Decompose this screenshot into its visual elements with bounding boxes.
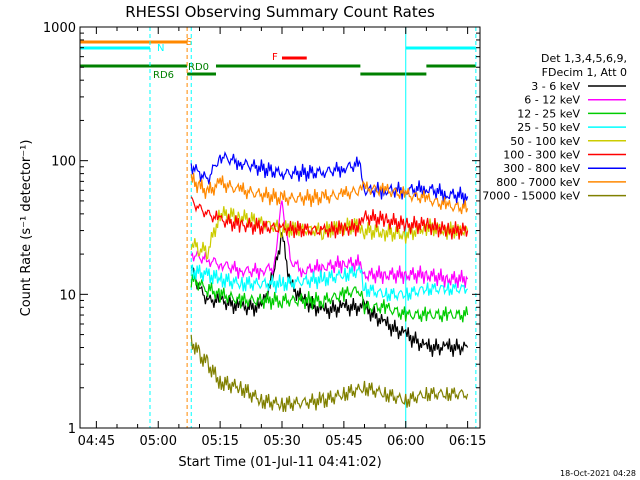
x-tick-label: 05:00 (140, 434, 177, 449)
series-line (190, 206, 469, 261)
status-bars: S N F RD0 RD6 (80, 37, 476, 81)
y-axis-label: Count Rate (s⁻¹ detector⁻¹) (19, 140, 34, 317)
series-line (190, 334, 469, 412)
x-tick-label: 05:15 (201, 434, 238, 449)
x-axis-label: Start Time (01-Jul-11 04:41:02) (178, 455, 381, 470)
x-tick-label: 05:30 (263, 434, 300, 449)
chart-title: RHESSI Observing Summary Count Rates (125, 3, 435, 21)
legend-entry-label: 7000 - 15000 keV (482, 190, 580, 203)
x-tick-label: 05:45 (325, 434, 362, 449)
y-tick-label: 100 (51, 155, 76, 170)
y-tick-label: 1000 (43, 21, 76, 36)
status-bar-label: S (186, 37, 192, 48)
series-line (190, 196, 469, 240)
status-bar-label: RD0 (188, 62, 209, 73)
series-line (191, 231, 469, 357)
x-tick-label: 06:00 (387, 434, 424, 449)
legend-entry-label: 100 - 300 keV (503, 149, 580, 162)
x-tick-label: 06:15 (449, 434, 486, 449)
legend-entry-label: 3 - 6 keV (531, 80, 580, 93)
legend-header-line-2: FDecim 1, Att 0 (542, 66, 627, 79)
axis-ticks: 04:45 05:00 05:15 05:30 05:45 06:00 06:15 1 10 10… (43, 21, 486, 449)
series-line (190, 272, 469, 323)
status-bar-label: F (272, 52, 278, 63)
series-line (190, 264, 469, 302)
legend: Det 1,3,4,5,6,9, FDecim 1, Att 0 3 - 6 k… (482, 52, 627, 203)
plot-frame (79, 26, 481, 429)
series-line (190, 172, 469, 215)
y-tick-label: 1 (68, 422, 76, 437)
legend-entry-label: 800 - 7000 keV (496, 176, 580, 189)
legend-entry-label: 50 - 100 keV (510, 135, 580, 148)
series-line (190, 200, 469, 289)
footer-timestamp: 18-Oct-2021 04:28 (560, 469, 636, 478)
series-line (190, 151, 469, 206)
legend-entry-label: 12 - 25 keV (517, 107, 580, 120)
legend-entry-label: 300 - 800 keV (503, 162, 580, 175)
status-bar-label: RD6 (153, 70, 174, 81)
data-layer (79, 27, 477, 428)
x-tick-label: 04:45 (78, 434, 115, 449)
status-bar-label: N (157, 43, 164, 54)
y-tick-label: 10 (59, 288, 76, 303)
legend-entry-label: 25 - 50 keV (517, 121, 580, 134)
legend-entry-label: 6 - 12 keV (524, 94, 580, 107)
legend-header-line-1: Det 1,3,4,5,6,9, (541, 52, 627, 65)
